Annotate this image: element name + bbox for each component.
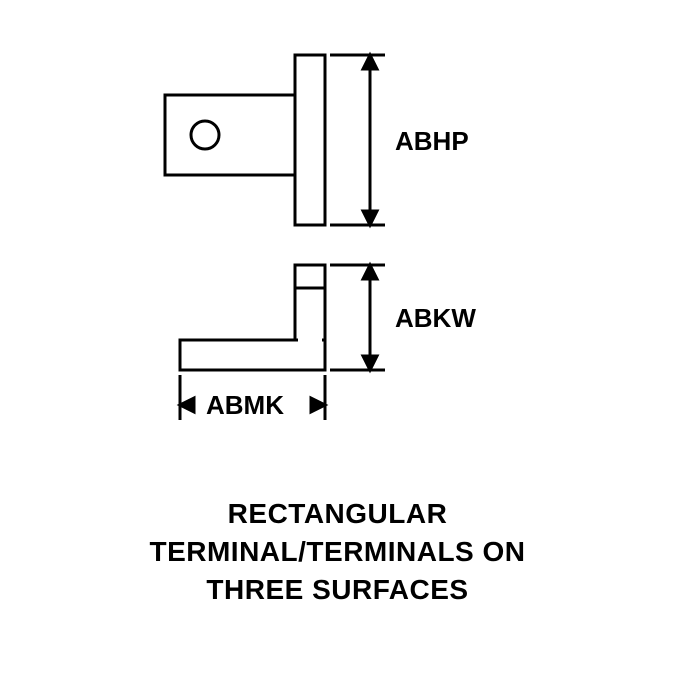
caption-line-2: TERMINAL/TERMINALS ON — [0, 536, 675, 568]
side-view — [180, 265, 325, 370]
top-hbar — [165, 95, 295, 175]
label-abkw: ABKW — [395, 303, 476, 334]
caption-line-3: THREE SURFACES — [0, 574, 675, 606]
bottom-vbar — [295, 265, 325, 340]
dim-abhp — [330, 55, 385, 225]
top-view — [165, 55, 325, 225]
bottom-hbar — [180, 340, 325, 370]
label-abmk: ABMK — [204, 390, 286, 421]
diagram-canvas: ABHP ABKW ABMK RECTANGULAR TERMINAL/TERM… — [0, 0, 675, 679]
label-abhp: ABHP — [395, 126, 469, 157]
top-vbar — [295, 55, 325, 225]
dim-abkw — [330, 265, 385, 370]
mounting-hole — [191, 121, 219, 149]
caption-line-1: RECTANGULAR — [0, 498, 675, 530]
